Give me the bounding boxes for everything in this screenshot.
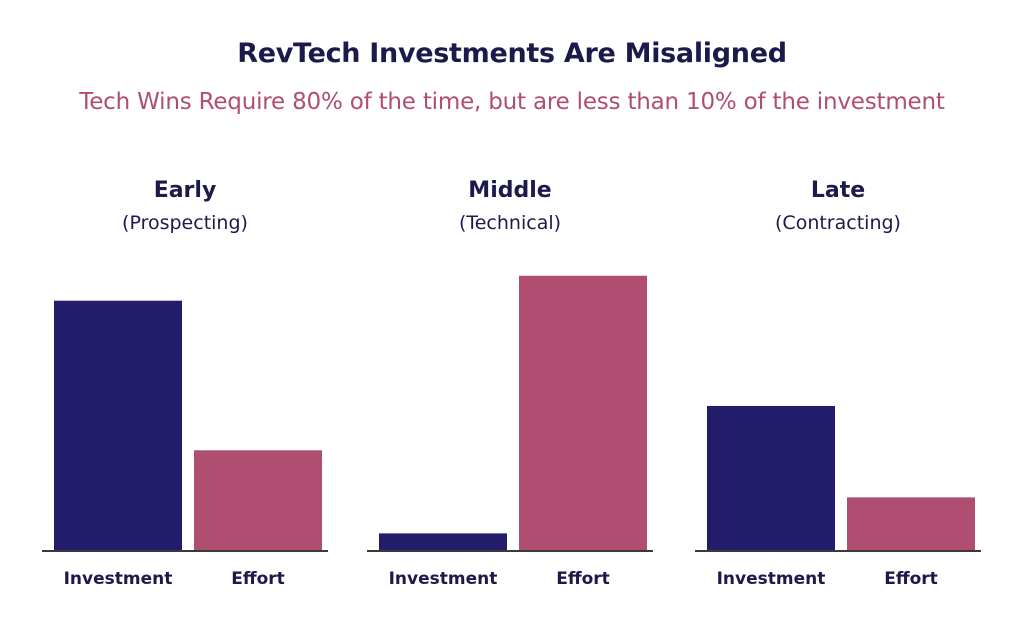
x-tick-label-early-effort: Effort	[231, 569, 285, 589]
x-tick-label-late-effort: Effort	[884, 569, 938, 589]
bar-middle-effort	[519, 275, 647, 550]
x-tick-label-middle-investment: Investment	[389, 569, 498, 589]
x-tick-label-middle-effort: Effort	[556, 569, 610, 589]
bar-middle-investment	[379, 533, 507, 550]
stage-title-late: Late	[811, 178, 865, 203]
stage-subtitle-late: (Contracting)	[775, 212, 901, 234]
bar-early-effort	[194, 450, 322, 550]
bar-late-effort	[847, 497, 975, 550]
bar-late-investment	[707, 405, 835, 550]
x-tick-label-early-investment: Investment	[64, 569, 173, 589]
x-tick-label-late-investment: Investment	[717, 569, 826, 589]
chart-title: RevTech Investments Are Misaligned	[237, 38, 787, 69]
stage-subtitle-middle: (Technical)	[459, 212, 561, 234]
chart-subtitle: Tech Wins Require 80% of the time, but a…	[79, 89, 945, 115]
stage-subtitle-early: (Prospecting)	[122, 212, 248, 234]
stage-title-early: Early	[154, 178, 217, 203]
stage-title-middle: Middle	[468, 178, 551, 203]
bar-early-investment	[54, 300, 182, 550]
